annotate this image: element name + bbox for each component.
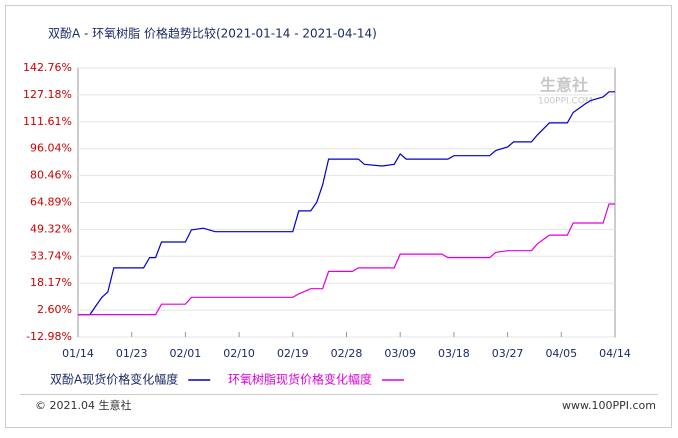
footer-left: © 2021.04 生意社: [35, 398, 131, 412]
frame: [5, 5, 672, 428]
footer-right: www.100PPI.com: [562, 399, 656, 412]
y-tick-label: 96.04%: [30, 142, 72, 155]
y-tick-label: 49.32%: [30, 222, 72, 235]
watermark: 100PPI.COM: [538, 97, 593, 107]
x-tick-label: 02/10: [223, 347, 255, 360]
x-tick-label: 02/01: [170, 347, 202, 360]
x-tick-label: 03/09: [384, 347, 416, 360]
line-series: [78, 91, 615, 316]
chart-title: 双酚A - 环氧树脂 价格趋势比较(2021-01-14 - 2021-04-1…: [48, 26, 377, 41]
x-tick-label: 04/14: [599, 347, 631, 360]
x-tick-label: 02/19: [277, 347, 309, 360]
line-series: [78, 203, 615, 316]
y-tick-label: 64.89%: [30, 196, 72, 209]
y-tick-label: 80.46%: [30, 169, 72, 182]
y-tick-label: 33.74%: [30, 249, 72, 262]
legend-label: 环氧树脂现货价格变化幅度: [228, 372, 372, 387]
x-tick-label: 01/23: [116, 347, 148, 360]
legend-label: 双酚A现货价格变化幅度: [50, 372, 178, 387]
watermark: 生意社: [540, 76, 588, 95]
x-tick-label: 01/14: [62, 347, 94, 360]
x-tick-label: 02/28: [331, 347, 363, 360]
x-tick-label: 03/18: [438, 347, 470, 360]
x-tick-label: 03/27: [492, 347, 524, 360]
x-tick-label: 04/05: [545, 347, 577, 360]
y-tick-label: 18.17%: [30, 276, 72, 289]
y-tick-label: -12.98%: [26, 330, 72, 343]
y-tick-label: 127.18%: [23, 88, 72, 101]
y-tick-label: 142.76%: [23, 61, 72, 74]
y-tick-label: 2.60%: [37, 303, 72, 316]
y-tick-label: 111.61%: [23, 115, 72, 128]
